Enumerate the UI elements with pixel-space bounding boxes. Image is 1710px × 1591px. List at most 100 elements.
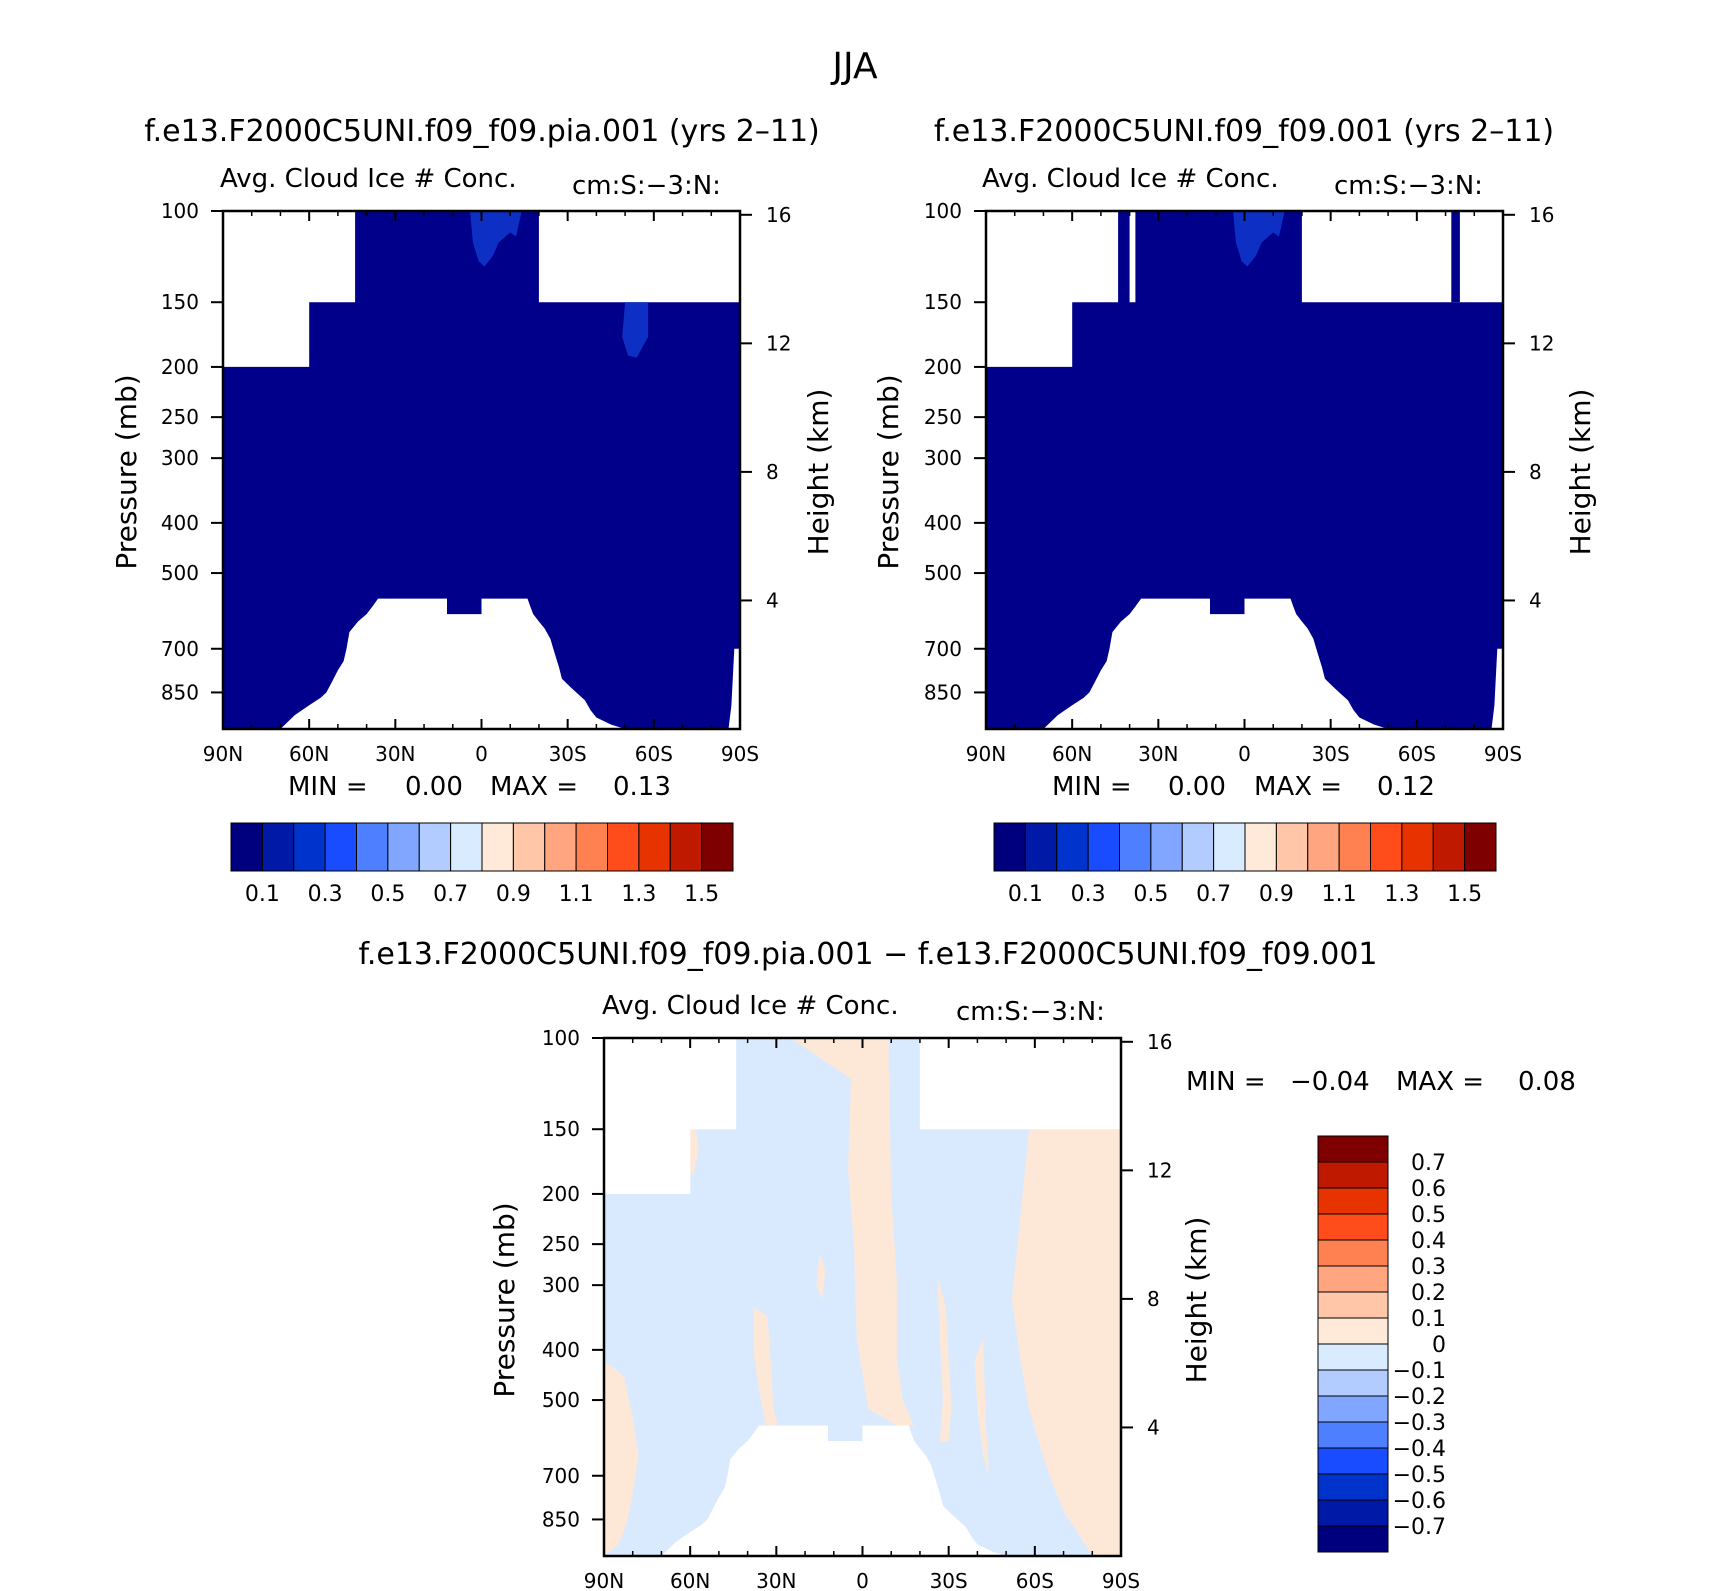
- colorbar-swatch: [1338, 822, 1371, 872]
- y-tick-label-right: 12: [1529, 331, 1554, 355]
- colorbar-swatch: [512, 822, 546, 872]
- y-tick-label: 700: [924, 637, 962, 661]
- y-tick-label: 100: [161, 199, 199, 223]
- y-tick-label: 300: [924, 446, 962, 470]
- panel-case-title: f.e13.F2000C5UNI.f09_f09.001 (yrs 2–11): [934, 114, 1554, 149]
- x-tick-label: 60S: [635, 742, 673, 766]
- colorbar-swatch: [1119, 822, 1152, 872]
- colorbar-label: 1.3: [621, 882, 656, 907]
- colorbar-swatch: [1317, 1265, 1389, 1293]
- y-tick-label: 400: [924, 511, 962, 535]
- x-tick-label: 90N: [584, 1569, 624, 1591]
- min-value: 0.00: [1168, 772, 1226, 802]
- colorbar-swatch: [261, 822, 295, 872]
- x-tick-label: 30N: [1138, 742, 1178, 766]
- colorbar-label: 0.1: [245, 882, 280, 907]
- colorbar-swatch: [1087, 822, 1120, 872]
- max-value: 0.13: [613, 772, 671, 802]
- colorbar-swatch: [544, 822, 577, 872]
- colorbar-swatch: [1244, 822, 1277, 872]
- y-tick-label: 700: [542, 1464, 580, 1488]
- missing-data: [661, 1425, 1110, 1556]
- colorbar-label: −0.6: [1393, 1489, 1446, 1514]
- colorbar-swatch: [1464, 822, 1497, 872]
- colorbar-swatch: [1317, 1395, 1389, 1423]
- colorbar-swatch: [669, 822, 703, 872]
- max-label: MAX =: [1254, 772, 1342, 802]
- panel-difference: f.e13.F2000C5UNI.f09_f09.pia.001 − f.e13…: [358, 937, 1575, 1591]
- colorbar-label: 1.1: [559, 882, 594, 907]
- y-tick-label: 300: [161, 446, 199, 470]
- x-tick-label: 30S: [1312, 742, 1350, 766]
- colorbar-swatch: [356, 822, 389, 872]
- y-axis-label: Pressure (mb): [872, 374, 905, 569]
- y-tick-label: 250: [924, 405, 962, 429]
- colorbar-swatch: [1317, 1499, 1389, 1527]
- colorbar-label: 1.5: [1447, 882, 1482, 907]
- colorbar-swatch: [1317, 1343, 1389, 1371]
- colorbar-swatch: [1370, 822, 1403, 872]
- colorbar-swatch: [1317, 1421, 1389, 1449]
- panel-variable: Avg. Cloud Ice # Conc.: [602, 991, 899, 1021]
- colorbar-label: 1.3: [1384, 882, 1419, 907]
- colorbar: 0.1 0.3 0.5 0.7 0.9 1.1 1.3 1.5: [993, 822, 1497, 907]
- x-tick-label: 60N: [670, 1569, 710, 1591]
- colorbar-label: 0.7: [433, 882, 468, 907]
- colorbar-swatch: [993, 822, 1026, 872]
- field-shading: [986, 211, 1503, 729]
- y-tick-label: 100: [924, 199, 962, 223]
- colorbar-swatch: [1317, 1213, 1389, 1241]
- colorbar-swatch: [1213, 822, 1246, 872]
- y-tick-label: 250: [542, 1232, 580, 1256]
- colorbar-label: 0.7: [1411, 1151, 1446, 1176]
- y-tick-label-right: 16: [766, 203, 791, 227]
- max-value: 0.12: [1377, 772, 1435, 802]
- panel-pia: f.e13.F2000C5UNI.f09_f09.pia.001 (yrs 2–…: [110, 114, 835, 907]
- missing-data: [919, 1038, 1121, 1130]
- y-tick-label: 150: [161, 290, 199, 314]
- y-tick-label: 150: [542, 1117, 580, 1141]
- colorbar-swatch: [1401, 822, 1434, 872]
- colorbar-swatch: [1056, 822, 1089, 872]
- contour-fill-light: [470, 211, 522, 267]
- colorbar-label: 0.4: [1411, 1229, 1446, 1254]
- panel-variable: Avg. Cloud Ice # Conc.: [220, 164, 517, 194]
- min-label: MIN =: [1186, 1067, 1266, 1097]
- colorbar-swatch: [230, 822, 263, 872]
- colorbar-label: −0.7: [1393, 1515, 1446, 1540]
- y-axis-label-right: Height (km): [1180, 1217, 1213, 1384]
- x-tick-label: 0: [475, 742, 488, 766]
- x-tick-label: 30S: [930, 1569, 968, 1591]
- panel-control: f.e13.F2000C5UNI.f09_f09.001 (yrs 2–11) …: [872, 114, 1597, 907]
- x-tick-label: 60S: [1016, 1569, 1054, 1591]
- x-tick-label: 30N: [375, 742, 415, 766]
- y-tick-label: 500: [924, 561, 962, 585]
- min-value: −0.04: [1290, 1067, 1370, 1097]
- min-label: MIN =: [1052, 772, 1132, 802]
- colorbar-swatch: [1307, 822, 1340, 872]
- colorbar-label: −0.1: [1393, 1359, 1446, 1384]
- field-shading: [223, 211, 740, 729]
- y-axis-label-right: Height (km): [1564, 389, 1597, 556]
- colorbar-swatch: [1317, 1525, 1389, 1553]
- colorbar-swatch: [1317, 1187, 1389, 1215]
- panel-variable: Avg. Cloud Ice # Conc.: [982, 164, 1279, 194]
- y-tick-label: 250: [161, 405, 199, 429]
- colorbar-label: −0.4: [1393, 1437, 1446, 1462]
- y-tick-label: 300: [542, 1273, 580, 1297]
- colorbar-label: 0.3: [1071, 882, 1106, 907]
- panel-case-title: f.e13.F2000C5UNI.f09_f09.pia.001 − f.e13…: [358, 937, 1377, 972]
- colorbar-label: −0.3: [1393, 1411, 1446, 1436]
- panel-units: cm:S:−3:N:: [1334, 171, 1483, 201]
- colorbar-swatch: [1181, 822, 1215, 872]
- max-label: MAX =: [1396, 1067, 1484, 1097]
- x-tick-label: 90N: [203, 742, 243, 766]
- max-label: MAX =: [490, 772, 578, 802]
- colorbar-label: 0.3: [1411, 1255, 1446, 1280]
- colorbar-swatch: [607, 822, 640, 872]
- x-tick-label: 30S: [549, 742, 587, 766]
- colorbar-swatch: [293, 822, 326, 872]
- colorbar-swatch: [1275, 822, 1309, 872]
- colorbar-swatch: [1317, 1135, 1389, 1163]
- missing-strip: [1129, 211, 1136, 303]
